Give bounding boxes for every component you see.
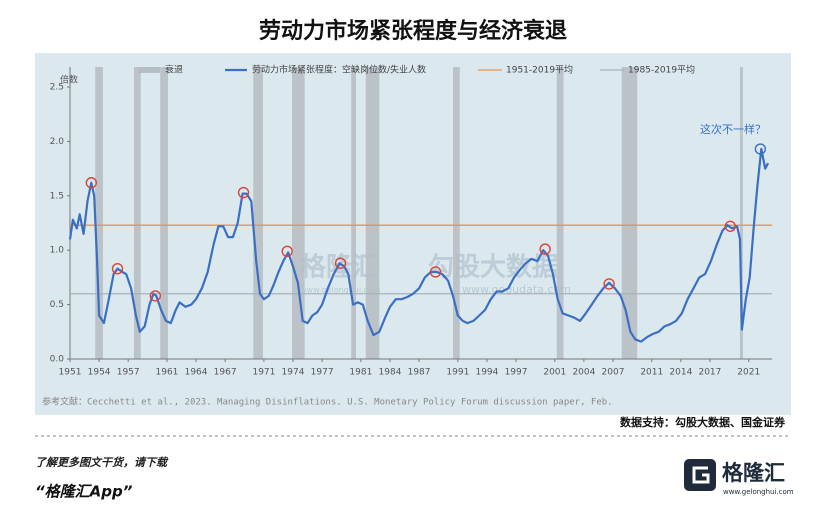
watermark: 格隆汇 [300,252,378,283]
watermark: www.gelonghui.com [300,286,381,295]
source-note: 参考文献：Cecchetti et al., 2023. Managing Di… [42,396,613,408]
x-tick-label: 1951 [59,368,82,378]
x-tick-label: 1961 [156,368,179,378]
logo-glyph [692,466,710,484]
x-tick-label: 1967 [214,368,237,378]
peak-marker [539,243,551,255]
footer-prompt: 了解更多图文干货，请下载 [35,456,169,469]
recession-band [133,67,141,359]
x-tick-label: 1991 [446,368,469,378]
watermark: 勾股大数据 [428,253,558,283]
x-tick-label: 1984 [379,368,402,378]
legend-label: 1951-2019平均 [506,64,573,76]
x-tick-label: 1974 [282,368,305,378]
y-tick-label: 1.5 [50,191,64,201]
recession-band [95,67,103,359]
recession-band [365,67,380,359]
x-tick-label: 2017 [698,368,721,378]
peak-marker [281,245,293,257]
legend-label: 衰退 [165,64,183,76]
y-tick-label: 0.5 [50,300,64,310]
peak-marker [334,257,347,269]
recession-band [556,67,564,359]
x-tick-label: 2014 [669,368,692,378]
chart-panel [35,53,791,415]
logo-text: 格隆汇 [722,461,785,485]
x-tick-label: 2021 [737,368,760,378]
x-tick-label: 2004 [572,368,595,378]
peak-marker [724,220,737,232]
x-tick-label: 1954 [88,368,111,378]
y-tick-label: 1.0 [50,246,65,256]
x-tick-label: 1994 [475,368,498,378]
annotation: 这次不一样？ [700,122,766,136]
recession-band [253,67,263,359]
x-tick-label: 1957 [117,368,140,378]
y-tick-label: 2.0 [50,137,65,147]
logo-url: www.gelonghui.com [723,488,794,496]
recession-band [621,67,638,359]
x-tick-label: 2001 [543,368,566,378]
x-tick-label: 1981 [349,368,372,378]
x-tick-label: 1971 [252,368,275,378]
peak-marker [237,186,250,199]
logo-icon [684,459,716,491]
x-tick-label: 1987 [408,368,431,378]
legend-swatch [138,67,160,73]
legend-label: 1985-2019平均 [628,64,695,76]
peak-marker [85,177,98,189]
recession-band [452,67,460,359]
chart-title: 劳动力市场紧张程度与经济衰退 [259,18,567,44]
peak-marker [149,290,162,302]
peak-marker [754,143,767,155]
data-credit: 数据支持：勾股大数据、国金证券 [620,415,786,429]
x-tick-label: 2011 [640,368,663,378]
x-tick-label: 1977 [311,368,334,378]
y-axis-label: 倍数 [60,74,78,86]
x-tick-label: 1997 [505,368,528,378]
peak-marker [603,278,615,290]
watermark: www.gogudata.com [462,283,571,296]
footer-app: “格隆汇App” [35,483,133,501]
x-tick-label: 2007 [602,368,625,378]
legend-label: 劳动力市场紧张程度：空缺岗位数/失业人数 [252,64,426,76]
y-tick-label: 0.0 [50,355,65,365]
recession-band [740,67,743,359]
recession-band [351,67,357,359]
y-tick-label: 2.5 [50,83,64,93]
peak-marker [429,266,442,278]
x-tick-label: 1964 [185,368,208,378]
recession-band [292,67,305,359]
peak-marker [111,262,124,275]
recession-band [160,67,168,359]
series-line [68,147,770,343]
